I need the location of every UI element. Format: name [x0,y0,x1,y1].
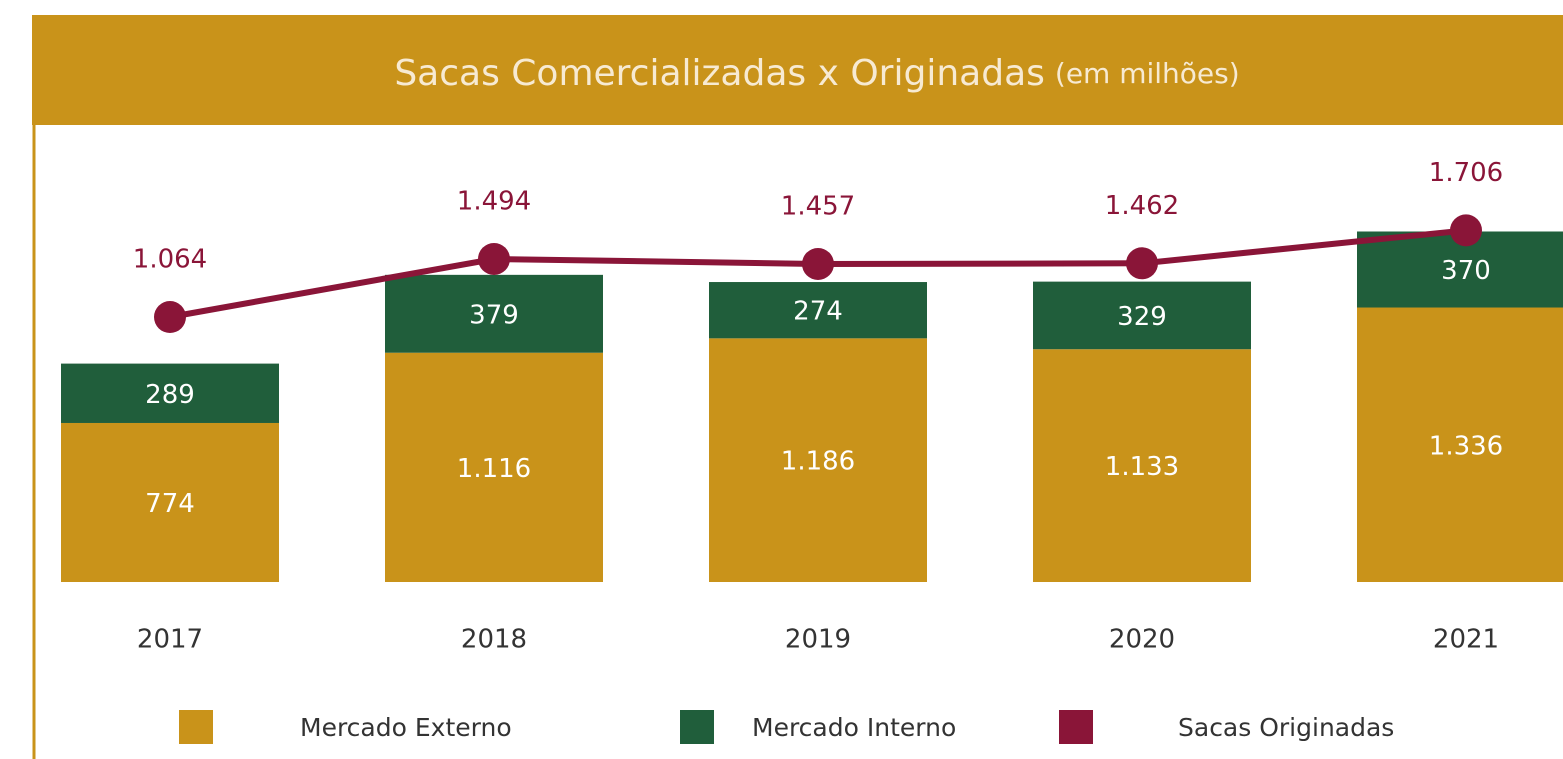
x-tick-label: 2020 [1109,625,1175,655]
line-point [478,242,510,275]
line-value-label: 1.706 [1429,158,1503,188]
bar-value-label: 274 [793,297,843,327]
legend-label: Mercado Externo [300,713,512,742]
bar-value-label: 1.336 [1429,431,1503,461]
line-value-label: 1.064 [133,245,207,275]
bar-segment [61,363,279,423]
x-tick-label: 2021 [1433,625,1499,655]
bar-segment [709,338,927,582]
line-value-label: 1.457 [781,191,855,221]
title-banner [32,15,1563,125]
bar-segment [709,282,927,339]
bar-value-label: 774 [145,489,195,519]
x-tick-label: 2017 [137,625,203,655]
bar-segment [385,352,603,582]
legend-swatch [179,710,213,744]
chart-subtitle: (em milhões) [1055,57,1240,90]
x-tick-label: 2019 [785,625,851,655]
bar-value-label: 329 [1117,302,1167,332]
x-tick-label: 2018 [461,625,527,655]
legend-swatch [1059,710,1093,744]
bar-value-label: 370 [1441,256,1491,286]
chart-title-group: Sacas Comercializadas x Originadas (em mi… [394,53,1239,94]
bar-value-label: 1.116 [457,454,531,484]
bar-segment [385,274,603,353]
bar-value-label: 379 [469,300,519,330]
line-point [1450,214,1482,247]
bar-value-label: 1.133 [1105,452,1179,482]
bar-segment [61,422,279,582]
legend-label: Mercado Interno [752,713,956,742]
legend-label: Sacas Originadas [1178,713,1394,742]
bar-segment [1033,281,1251,350]
line-point [1126,247,1158,280]
line-value-label: 1.462 [1105,191,1179,221]
line-point [802,247,834,280]
line-value-label: 1.494 [457,186,531,216]
bar-segment [1357,307,1563,582]
bar-value-label: 1.186 [781,447,855,477]
legend-swatch [680,710,714,744]
bar-value-label: 289 [145,380,195,410]
chart-title: Sacas Comercializadas x Originadas [394,53,1045,94]
line-point [154,301,186,334]
bar-segment [1033,349,1251,582]
